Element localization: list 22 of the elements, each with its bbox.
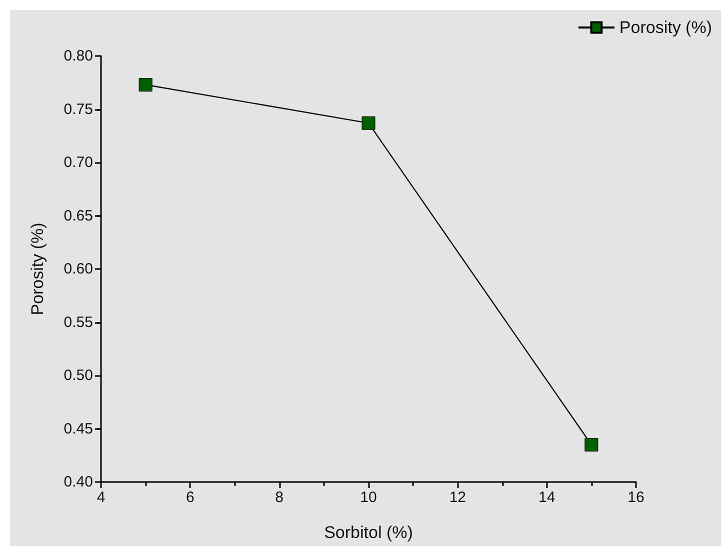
x-tick-label: 4 [96, 489, 106, 506]
x-tick-label: 8 [275, 489, 284, 506]
y-tick-label: 0.60 [64, 260, 93, 278]
x-tick-label: 10 [360, 489, 377, 506]
x-tick-label: 12 [449, 489, 466, 506]
y-tick-label: 0.45 [64, 420, 93, 438]
legend-label: Porosity (%) [619, 18, 712, 37]
x-tick-label: 6 [186, 489, 194, 506]
y-axis-title: Porosity (%) [28, 222, 47, 316]
y-tick-label: 0.70 [64, 154, 93, 171]
x-tick-label: 16 [628, 489, 644, 506]
y-tick-label: 0.75 [64, 100, 93, 118]
x-axis-title: Sorbitol (%) [324, 523, 413, 542]
point [138, 78, 152, 92]
point [584, 438, 598, 452]
y-tick-label: 0.55 [64, 314, 93, 331]
x-tick-label: 14 [538, 489, 556, 506]
y-tick-label: 0.40 [64, 474, 93, 490]
point [362, 116, 376, 130]
y-tick-label: 0.50 [64, 367, 93, 384]
y-tick-label: 0.65 [64, 207, 93, 224]
y-tick-label: 0.80 [64, 48, 93, 64]
